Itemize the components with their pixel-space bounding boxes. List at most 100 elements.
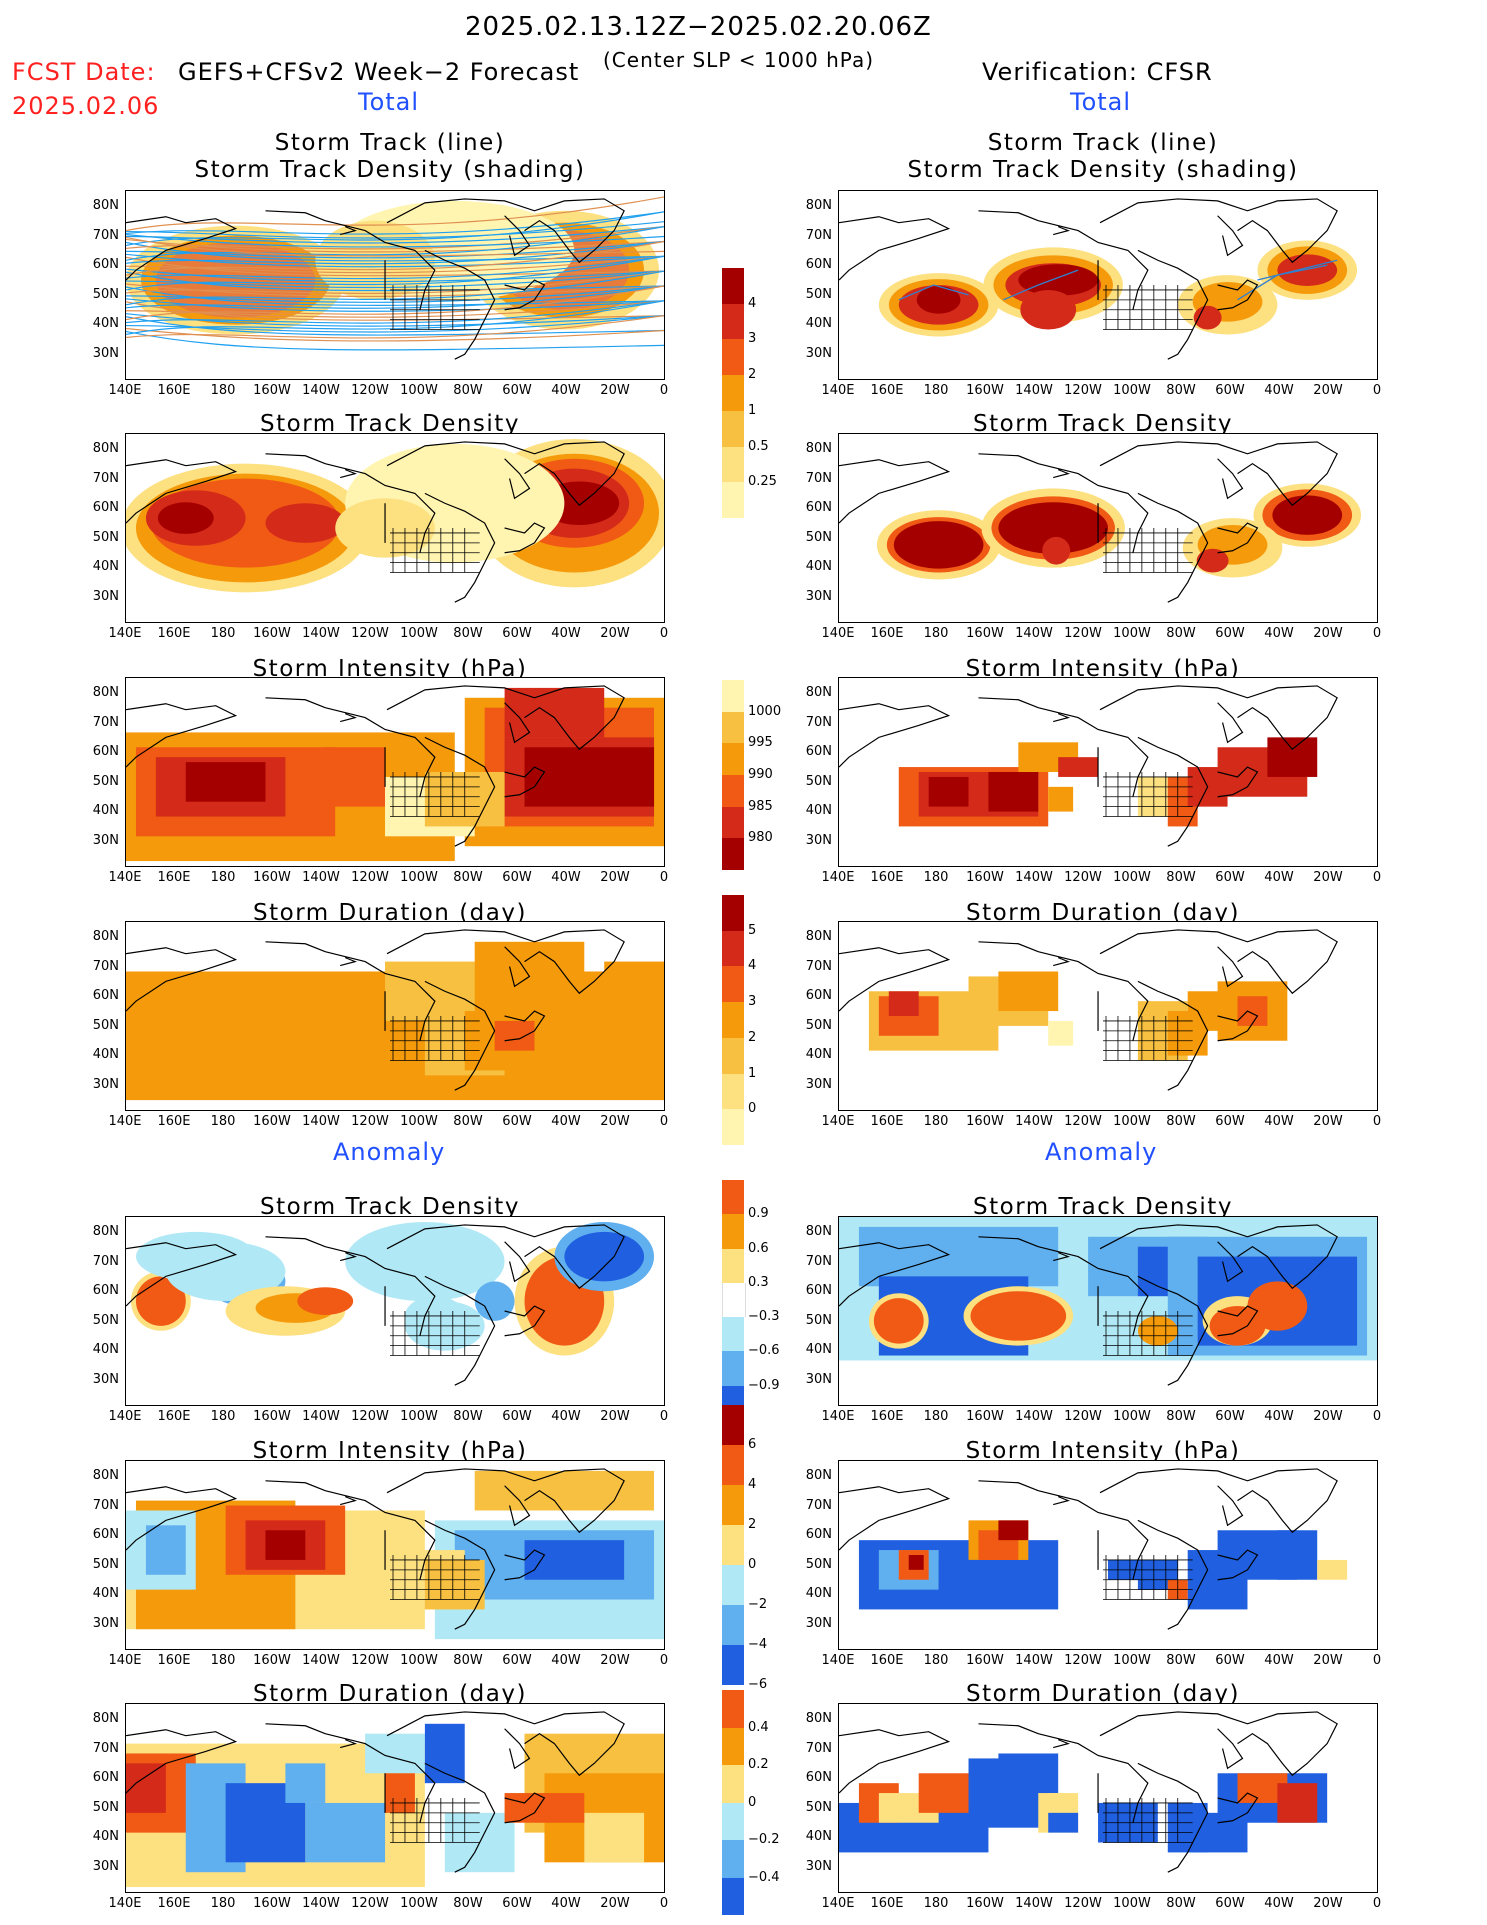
lat-tick-label: 60N [805,988,832,1003]
map-panel-density-left [125,433,665,623]
colorbar-tick-label: 2 [748,367,757,383]
lon-tick-label: 40W [551,383,581,398]
lon-tick-label: 120W [1064,1409,1102,1424]
lon-tick-label: 20W [1313,1409,1343,1424]
lon-tick-label: 160W [253,1409,291,1424]
lon-tick-label: 140E [108,870,142,885]
lon-tick-label: 0 [659,626,669,641]
lon-tick-label: 140E [108,1896,142,1911]
colorbar-density-total [722,268,744,518]
map-field-duration-anom-right [839,1711,1338,1873]
lon-tick-label: 120W [351,870,389,885]
lon-tick-label: 160E [157,1653,191,1668]
lon-tick-label: 80W [453,1114,483,1129]
lat-tick-label: 80N [805,1468,832,1483]
lon-tick-label: 40W [1264,626,1294,641]
lon-tick-label: 0 [1372,626,1382,641]
lat-tick-label: 30N [92,1371,119,1387]
lon-tick-label: 20W [600,626,630,641]
map-field-density-right [839,441,1362,603]
lon-tick-label: 20W [1313,626,1343,641]
lon-tick-label: 100W [400,870,438,885]
lon-tick-label: 40W [1264,1896,1294,1911]
colorbar-intensity-total [722,680,744,870]
lat-tick-label: 40N [92,559,119,574]
colorbar-segment [722,743,744,775]
lon-tick-label: 20W [600,1653,630,1668]
colorbar-segment [722,1405,744,1445]
lon-tick-label: 80W [1166,1896,1196,1911]
lon-tick-label: 140W [302,1114,340,1129]
lon-tick-label: 0 [659,383,669,398]
lon-tick-label: 80W [1166,1653,1196,1668]
coastline [839,1468,1338,1630]
panel-title-density-left: Storm Track Density [260,411,520,437]
lon-tick-label: 160E [870,870,904,885]
colorbar-tick-label: −6 [748,1677,768,1692]
lat-tick-label: 70N [92,470,119,486]
lon-tick-label: 120W [1064,1653,1102,1668]
lat-tick-label: 30N [805,1858,832,1874]
lon-tick-label: 20W [1313,1114,1343,1129]
lon-tick-label: 140E [108,1653,142,1668]
colorbar-tick-label: −0.9 [748,1377,780,1393]
lon-tick-label: 140E [821,1114,855,1129]
colorbar-segment [722,303,744,340]
lon-tick-label: 0 [659,1896,669,1911]
colorbar-tick-label: −4 [748,1637,768,1652]
lon-tick-label: 100W [400,1114,438,1129]
lat-tick-label: 50N [92,1799,119,1815]
lon-tick-label: 60W [1215,870,1245,885]
lon-tick-label: 160W [253,1653,291,1668]
lon-tick-label: 40W [1264,870,1294,885]
lon-tick-label: 140E [821,626,855,641]
lat-tick-label: 50N [92,1556,119,1572]
map-panel-intensity-anom-right [838,1460,1378,1650]
panel-title-density-anom-left: Storm Track Density [260,1194,520,1220]
lon-tick-label: 120W [1064,870,1102,885]
map-panel-density-anom-right [838,1216,1378,1406]
lat-tick-label: 30N [805,588,832,604]
lon-tick-label: 40W [551,1114,581,1129]
lon-tick-label: 80W [453,1653,483,1668]
lon-tick-label: 60W [1215,626,1245,641]
total-left-label: Total [358,88,420,116]
colorbar-intensity-anom [722,1405,744,1685]
lon-tick-label: 40W [551,1409,581,1424]
map-field-duration-left [126,929,664,1101]
colorbar-tick-label: 985 [748,798,773,814]
lat-tick-label: 80N [805,685,832,700]
lat-tick-label: 30N [805,1076,832,1092]
lon-tick-label: 160W [253,626,291,641]
lon-tick-label: 60W [1215,383,1245,398]
lon-tick-label: 80W [1166,626,1196,641]
lon-tick-label: 40W [1264,1114,1294,1129]
fcst-date-value: 2025.02.06 [12,92,160,120]
lat-tick-label: 70N [805,1253,832,1269]
lon-tick-label: 120W [351,1896,389,1911]
lat-tick-label: 30N [92,1615,119,1631]
state-borders [390,1311,480,1356]
lat-tick-label: 50N [805,1312,832,1328]
colorbar-tick-label: −0.3 [748,1309,780,1325]
panel-title-track-right: Storm Track Density (shading) [907,157,1299,183]
model-title: GEFS+CFSv2 Week−2 Forecast [178,58,580,86]
lon-tick-label: 140E [108,1409,142,1424]
lon-tick-label: 160E [157,1896,191,1911]
lon-tick-label: 100W [400,1409,438,1424]
lat-tick-label: 70N [805,470,832,486]
lon-tick-label: 40W [551,870,581,885]
lon-tick-label: 100W [1113,870,1151,885]
lat-tick-label: 80N [92,1468,119,1483]
colorbar-tick-label: 4 [748,295,757,311]
lat-tick-label: 60N [92,744,119,759]
colorbar-segment [722,1180,744,1215]
lat-tick-label: 80N [92,1711,119,1726]
lat-tick-label: 70N [805,227,832,243]
verification-title: Verification: CFSR [982,58,1213,86]
lat-tick-label: 40N [92,1342,119,1357]
lat-tick-label: 80N [805,929,832,944]
lat-tick-label: 80N [92,198,119,213]
lat-tick-label: 40N [805,1586,832,1601]
panel-title-intensity-anom-left: Storm Intensity (hPa) [252,1438,528,1464]
